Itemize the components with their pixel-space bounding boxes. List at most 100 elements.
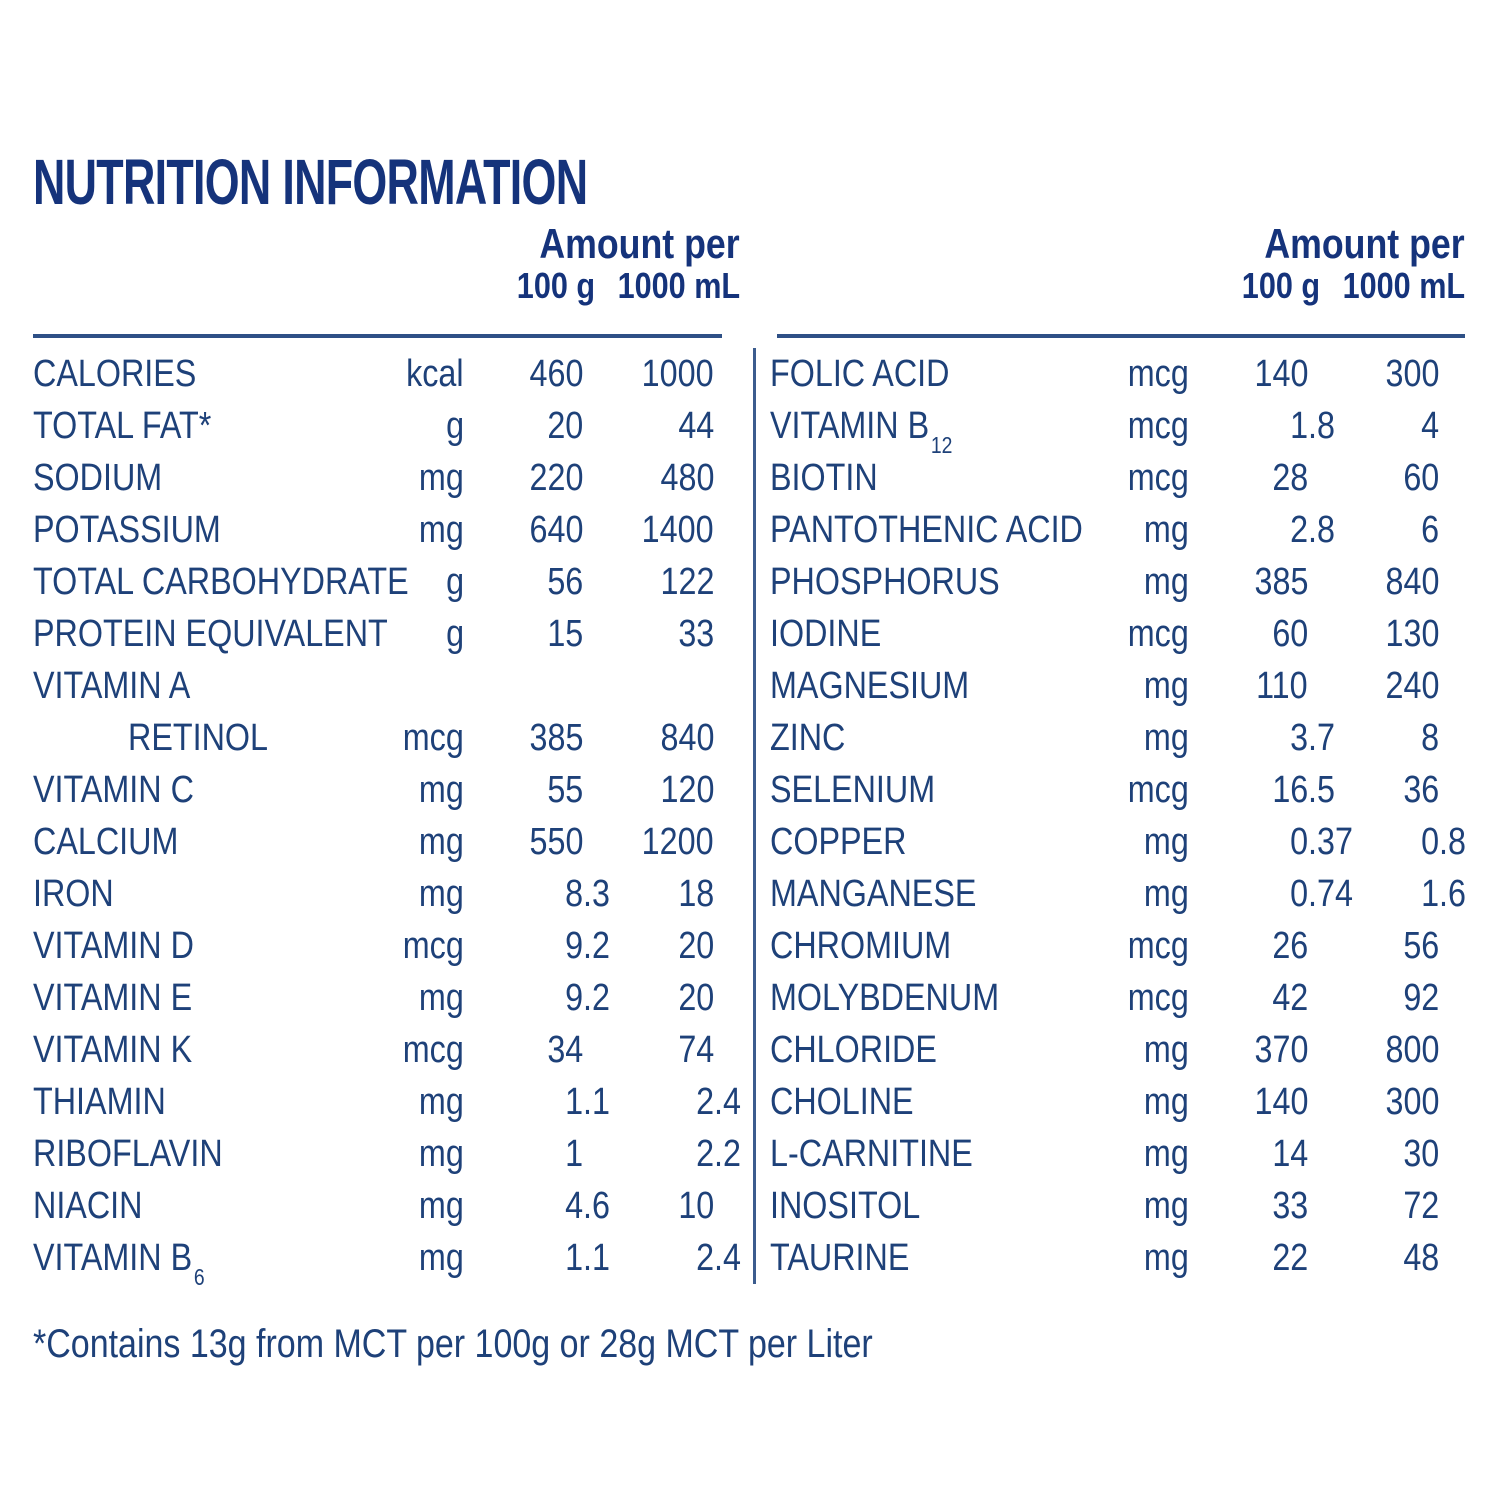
unit-text: mg bbox=[419, 1185, 464, 1227]
nutrient-label: CHOLINE bbox=[770, 1076, 1099, 1128]
per-1000ml-cell: 0.8 bbox=[1334, 816, 1466, 868]
unit-text: mcg bbox=[1127, 457, 1189, 499]
unit-cell: g bbox=[374, 400, 464, 452]
value-frac bbox=[1439, 400, 1465, 452]
col-header-1000ml: 1000 mL bbox=[595, 266, 740, 306]
value-frac bbox=[1439, 1180, 1465, 1232]
value-int: 480 bbox=[660, 457, 714, 499]
unit-cell: mg bbox=[374, 504, 464, 556]
unit-cell: mcg bbox=[1099, 608, 1189, 660]
value-frac bbox=[714, 348, 740, 400]
value-int: 1 bbox=[565, 1133, 583, 1175]
value-frac-text: .3 bbox=[583, 873, 610, 915]
value-frac bbox=[1439, 556, 1465, 608]
nutrient-label-text: CALCIUM bbox=[33, 821, 179, 863]
value-frac bbox=[714, 920, 740, 972]
table-row: IODINE mcg 60 130 bbox=[770, 608, 1465, 660]
table-row: POTASSIUM mg 640 1400 bbox=[33, 504, 740, 556]
per-100g-cell: 20 bbox=[464, 400, 609, 452]
value-frac bbox=[1439, 1076, 1465, 1128]
value-frac-text: .1 bbox=[583, 1081, 610, 1123]
unit-text: mg bbox=[1144, 665, 1189, 707]
value-frac bbox=[1439, 660, 1465, 712]
per-1000ml-cell: 122 bbox=[609, 556, 740, 608]
per-1000ml-cell: 8 bbox=[1334, 712, 1465, 764]
nutrient-label-text: PHOSPHORUS bbox=[770, 561, 1000, 603]
table-rows-right: FOLIC ACID mcg 140 300 VITAMIN B12 mcg 1.8 4 BIO… bbox=[770, 348, 1466, 1284]
per-100g-cell: 4.6 bbox=[464, 1180, 610, 1232]
per-1000ml-cell: 1000 bbox=[609, 348, 740, 400]
unit-cell: mcg bbox=[1099, 764, 1189, 816]
value-frac bbox=[583, 660, 609, 712]
value-int: 1 bbox=[1290, 405, 1308, 447]
per-100g-cell: 140 bbox=[1189, 1076, 1334, 1128]
value-int: 42 bbox=[1272, 977, 1308, 1019]
nutrient-label-text: VITAMIN E bbox=[33, 977, 193, 1019]
table-row: FOLIC ACID mcg 140 300 bbox=[770, 348, 1465, 400]
nutrient-label-text: CHLORIDE bbox=[770, 1029, 937, 1071]
unit-cell: mg bbox=[1099, 660, 1189, 712]
value-frac-text: .8 bbox=[1308, 405, 1335, 447]
value-frac bbox=[1308, 920, 1334, 972]
nutrient-label: FOLIC ACID bbox=[770, 348, 1099, 400]
per-100g-cell: 0.37 bbox=[1189, 816, 1353, 868]
per-1000ml-cell: 2.4 bbox=[609, 1232, 741, 1284]
per-1000ml-cell: 800 bbox=[1334, 1024, 1465, 1076]
value-frac bbox=[714, 1180, 740, 1232]
table-row: VITAMIN C mg 55 120 bbox=[33, 764, 740, 816]
per-1000ml-cell: 480 bbox=[609, 452, 740, 504]
value-frac: .6 bbox=[1439, 868, 1466, 920]
unit-cell: mg bbox=[374, 868, 464, 920]
nutrient-label: PHOSPHORUS bbox=[770, 556, 1099, 608]
per-1000ml-cell: 240 bbox=[1334, 660, 1465, 712]
value-frac-text: .2 bbox=[583, 977, 610, 1019]
tables-container: Amount per 100 g 1000 mL CALORIES kcal 460… bbox=[33, 222, 1466, 1288]
value-int: 60 bbox=[1272, 613, 1308, 655]
nutrient-label-text: COPPER bbox=[770, 821, 907, 863]
value-int: 1400 bbox=[642, 509, 714, 551]
table-row: IRON mg 8.3 18 bbox=[33, 868, 740, 920]
unit-cell: mcg bbox=[1099, 348, 1189, 400]
value-frac: .6 bbox=[583, 1180, 610, 1232]
table-row: VITAMIN B6 mg 1.1 2.4 bbox=[33, 1232, 741, 1288]
value-frac: .2 bbox=[583, 920, 610, 972]
value-int: 20 bbox=[678, 977, 714, 1019]
value-int: 20 bbox=[678, 925, 714, 967]
value-frac: .4 bbox=[714, 1232, 741, 1284]
unit-text: mg bbox=[419, 821, 464, 863]
unit-text: mg bbox=[1144, 561, 1189, 603]
value-frac-text: .7 bbox=[1308, 717, 1335, 759]
unit-text: mcg bbox=[1127, 925, 1189, 967]
col-header-1000ml-text: 1000 mL bbox=[617, 265, 740, 306]
unit-cell: mg bbox=[374, 452, 464, 504]
value-int: 8 bbox=[565, 873, 583, 915]
value-frac bbox=[583, 400, 609, 452]
value-frac bbox=[1439, 608, 1465, 660]
value-int: 140 bbox=[1254, 353, 1308, 395]
nutrient-label-text: CHOLINE bbox=[770, 1081, 914, 1123]
nutrient-label-text: PANTOTHENIC ACID bbox=[770, 509, 1083, 551]
value-frac-text: .4 bbox=[714, 1081, 741, 1123]
nutrient-label: CALORIES bbox=[33, 348, 374, 400]
value-int: 220 bbox=[529, 457, 583, 499]
value-frac bbox=[1308, 1180, 1334, 1232]
value-frac bbox=[583, 1024, 609, 1076]
table-row: CHROMIUM mcg 26 56 bbox=[770, 920, 1465, 972]
nutrient-label-text: RIBOFLAVIN bbox=[33, 1133, 223, 1175]
per-100g-cell: 60 bbox=[1189, 608, 1334, 660]
value-frac-text: .74 bbox=[1308, 873, 1353, 915]
nutrient-label-text: VITAMIN A bbox=[33, 665, 191, 707]
per-1000ml-cell: 840 bbox=[1334, 556, 1465, 608]
unit-text: mg bbox=[1144, 717, 1189, 759]
value-int: 110 bbox=[1256, 665, 1308, 707]
value-frac bbox=[1439, 972, 1465, 1024]
nutrient-label: RETINOL bbox=[33, 712, 374, 764]
per-1000ml-cell: 1.6 bbox=[1334, 868, 1466, 920]
per-100g-cell: 9.2 bbox=[464, 972, 610, 1024]
value-int: 4 bbox=[565, 1185, 583, 1227]
unit-cell bbox=[374, 660, 464, 712]
unit-cell: mg bbox=[1099, 868, 1189, 920]
nutrient-label: IODINE bbox=[770, 608, 1099, 660]
unit-cell: mg bbox=[374, 1076, 464, 1128]
value-int: 1 bbox=[565, 1237, 583, 1279]
